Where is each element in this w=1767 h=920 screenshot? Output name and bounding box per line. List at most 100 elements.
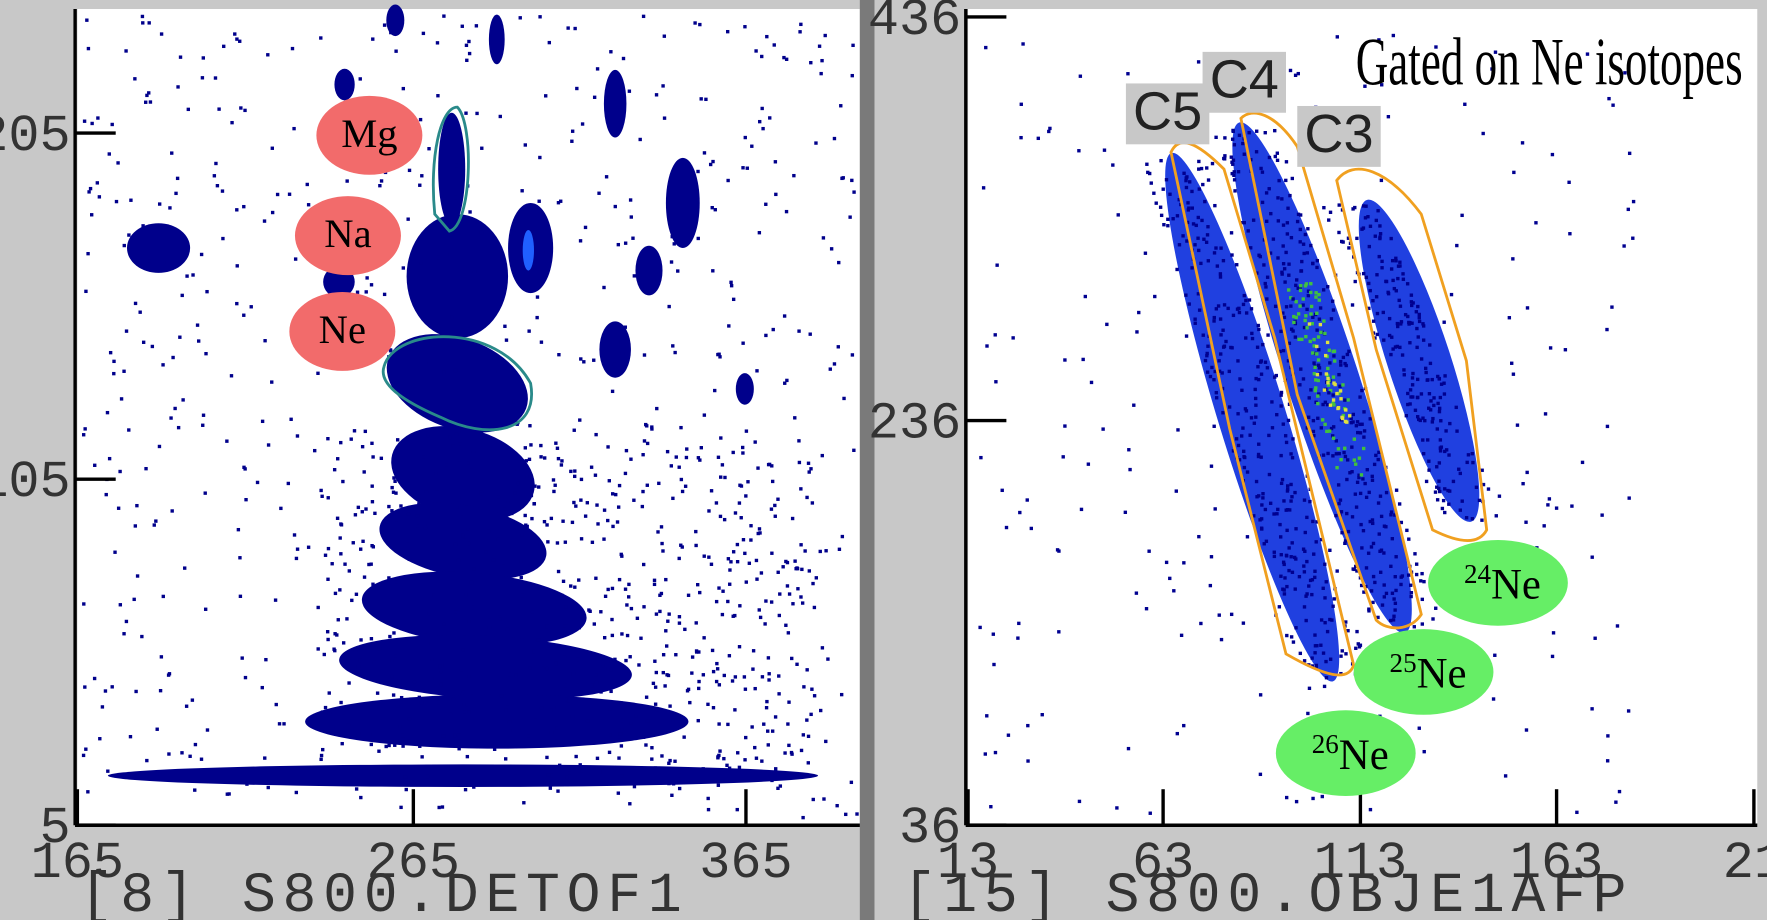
count bbox=[1399, 322, 1403, 326]
count bbox=[995, 263, 999, 267]
count bbox=[532, 207, 537, 211]
count bbox=[222, 44, 226, 49]
count bbox=[1205, 370, 1210, 374]
count bbox=[714, 599, 719, 604]
count bbox=[782, 55, 786, 60]
count bbox=[1361, 529, 1366, 533]
count bbox=[1243, 407, 1248, 411]
count bbox=[829, 247, 834, 251]
count bbox=[1458, 508, 1462, 512]
count bbox=[842, 396, 846, 401]
count bbox=[738, 483, 742, 487]
count bbox=[1221, 411, 1225, 415]
count bbox=[394, 49, 398, 53]
count bbox=[624, 448, 629, 453]
count bbox=[1358, 422, 1362, 427]
count bbox=[583, 514, 588, 518]
count bbox=[563, 540, 568, 544]
count bbox=[1282, 588, 1286, 592]
count bbox=[1400, 353, 1405, 357]
count bbox=[1298, 651, 1303, 656]
count bbox=[743, 551, 747, 556]
count bbox=[239, 106, 243, 110]
count bbox=[556, 201, 561, 205]
count bbox=[1190, 206, 1194, 210]
count bbox=[439, 670, 443, 674]
count bbox=[1063, 358, 1067, 362]
count bbox=[774, 192, 778, 197]
count bbox=[641, 14, 646, 19]
count bbox=[797, 460, 802, 465]
count bbox=[566, 26, 570, 30]
count bbox=[1354, 424, 1359, 428]
count bbox=[603, 594, 608, 598]
count bbox=[1382, 595, 1387, 599]
count bbox=[1389, 510, 1394, 514]
count bbox=[1481, 482, 1486, 487]
count bbox=[1355, 480, 1360, 485]
count bbox=[420, 755, 424, 759]
count bbox=[176, 425, 181, 430]
count bbox=[665, 673, 669, 677]
count bbox=[1315, 258, 1320, 263]
count bbox=[1317, 348, 1321, 352]
count bbox=[1159, 213, 1164, 218]
count bbox=[445, 463, 449, 467]
count bbox=[1256, 452, 1261, 457]
count bbox=[427, 147, 431, 151]
count bbox=[487, 615, 491, 619]
count bbox=[552, 489, 556, 494]
count bbox=[545, 624, 549, 629]
count bbox=[1132, 403, 1136, 407]
count bbox=[133, 301, 138, 306]
count bbox=[1346, 236, 1351, 240]
count bbox=[391, 693, 396, 697]
count bbox=[696, 456, 701, 460]
count bbox=[614, 492, 618, 497]
count bbox=[1395, 344, 1399, 349]
count bbox=[1293, 587, 1297, 591]
count bbox=[754, 49, 758, 53]
count bbox=[1264, 191, 1269, 195]
count bbox=[1480, 518, 1484, 522]
gate-label: C4 bbox=[1210, 50, 1279, 110]
count bbox=[1287, 262, 1291, 266]
count bbox=[260, 685, 264, 690]
count bbox=[799, 487, 803, 491]
count bbox=[1040, 713, 1044, 717]
x-tick-label: 21 bbox=[1723, 834, 1767, 893]
count bbox=[1252, 421, 1257, 425]
count bbox=[351, 541, 355, 545]
count bbox=[1299, 269, 1304, 273]
count bbox=[459, 668, 464, 672]
count bbox=[706, 702, 710, 707]
count bbox=[1322, 205, 1326, 210]
count bbox=[462, 459, 467, 464]
count bbox=[1224, 339, 1228, 344]
count bbox=[404, 787, 408, 792]
count bbox=[1323, 562, 1327, 566]
count bbox=[1410, 376, 1415, 380]
count bbox=[1361, 477, 1365, 481]
count bbox=[652, 582, 657, 587]
count bbox=[652, 279, 656, 283]
count bbox=[1294, 527, 1298, 531]
count bbox=[1143, 251, 1148, 255]
count bbox=[698, 590, 702, 595]
count bbox=[1204, 240, 1209, 244]
count bbox=[644, 695, 649, 699]
count bbox=[839, 104, 843, 108]
count bbox=[147, 91, 151, 95]
count bbox=[683, 627, 687, 632]
count bbox=[450, 315, 454, 320]
count bbox=[806, 734, 811, 739]
count bbox=[103, 689, 108, 693]
count bbox=[1057, 630, 1061, 634]
count bbox=[513, 491, 517, 495]
count bbox=[1480, 468, 1484, 472]
count bbox=[773, 160, 778, 164]
count bbox=[199, 252, 204, 257]
count bbox=[1421, 322, 1425, 326]
count bbox=[739, 516, 743, 520]
count bbox=[579, 498, 583, 502]
